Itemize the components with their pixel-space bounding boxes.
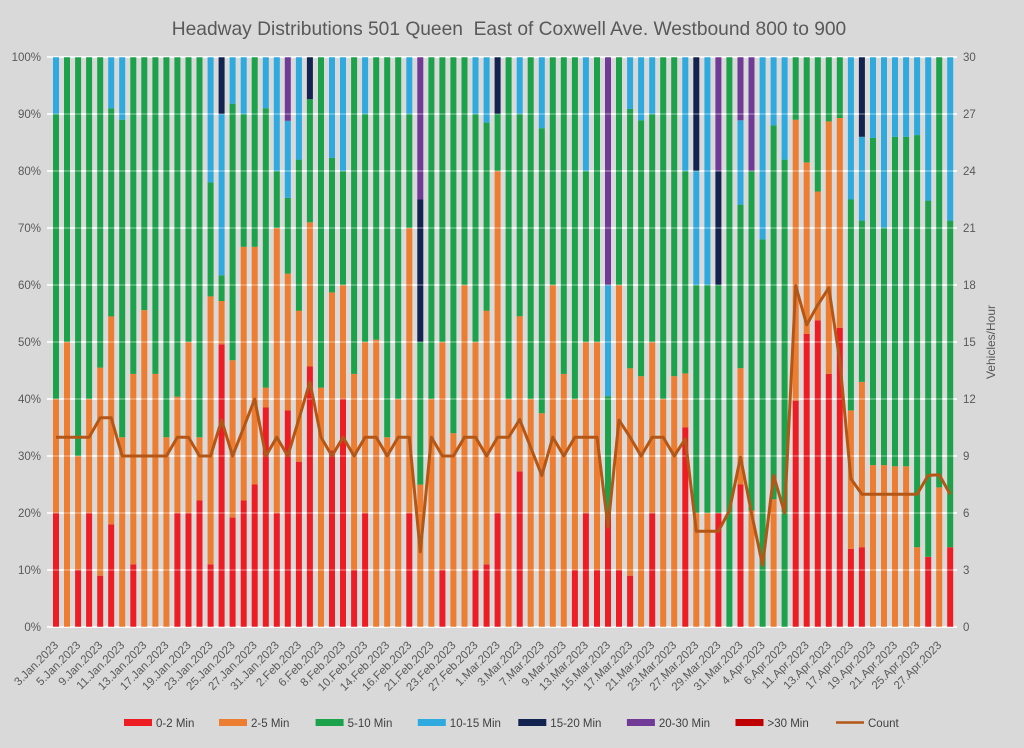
svg-text:80%: 80% [18,166,41,178]
svg-text:9: 9 [963,451,969,463]
svg-text:0-2 Min: 0-2 Min [156,718,194,730]
svg-text:50%: 50% [18,337,41,349]
svg-text:10%: 10% [18,565,41,577]
svg-text:60%: 60% [18,280,41,292]
svg-text:Count: Count [868,718,899,730]
svg-text:6: 6 [963,508,969,520]
svg-text:90%: 90% [18,109,41,121]
svg-text:20-30 Min: 20-30 Min [659,718,710,730]
svg-text:0%: 0% [24,622,41,634]
svg-text:70%: 70% [18,223,41,235]
svg-text:Headway Distributions 501 Quee: Headway Distributions 501 Queen East of … [172,19,846,40]
svg-text:40%: 40% [18,394,41,406]
svg-text:10-15 Min: 10-15 Min [450,718,501,730]
svg-text:24: 24 [963,166,976,178]
svg-text:100%: 100% [12,52,41,64]
svg-text:15: 15 [963,337,976,349]
svg-text:Vehicles/Hour: Vehicles/Hour [984,305,998,379]
svg-text:2-5 Min: 2-5 Min [251,718,289,730]
svg-text:27: 27 [963,109,976,121]
svg-text:5-10 Min: 5-10 Min [348,718,393,730]
svg-text:18: 18 [963,280,976,292]
svg-text:30: 30 [963,52,976,64]
svg-text:12: 12 [963,394,976,406]
svg-text:21: 21 [963,223,976,235]
svg-text:3: 3 [963,565,969,577]
svg-text:30%: 30% [18,451,41,463]
svg-text:20%: 20% [18,508,41,520]
svg-text:>30 Min: >30 Min [768,718,809,730]
svg-text:0: 0 [963,622,969,634]
svg-text:15-20 Min: 15-20 Min [550,718,601,730]
